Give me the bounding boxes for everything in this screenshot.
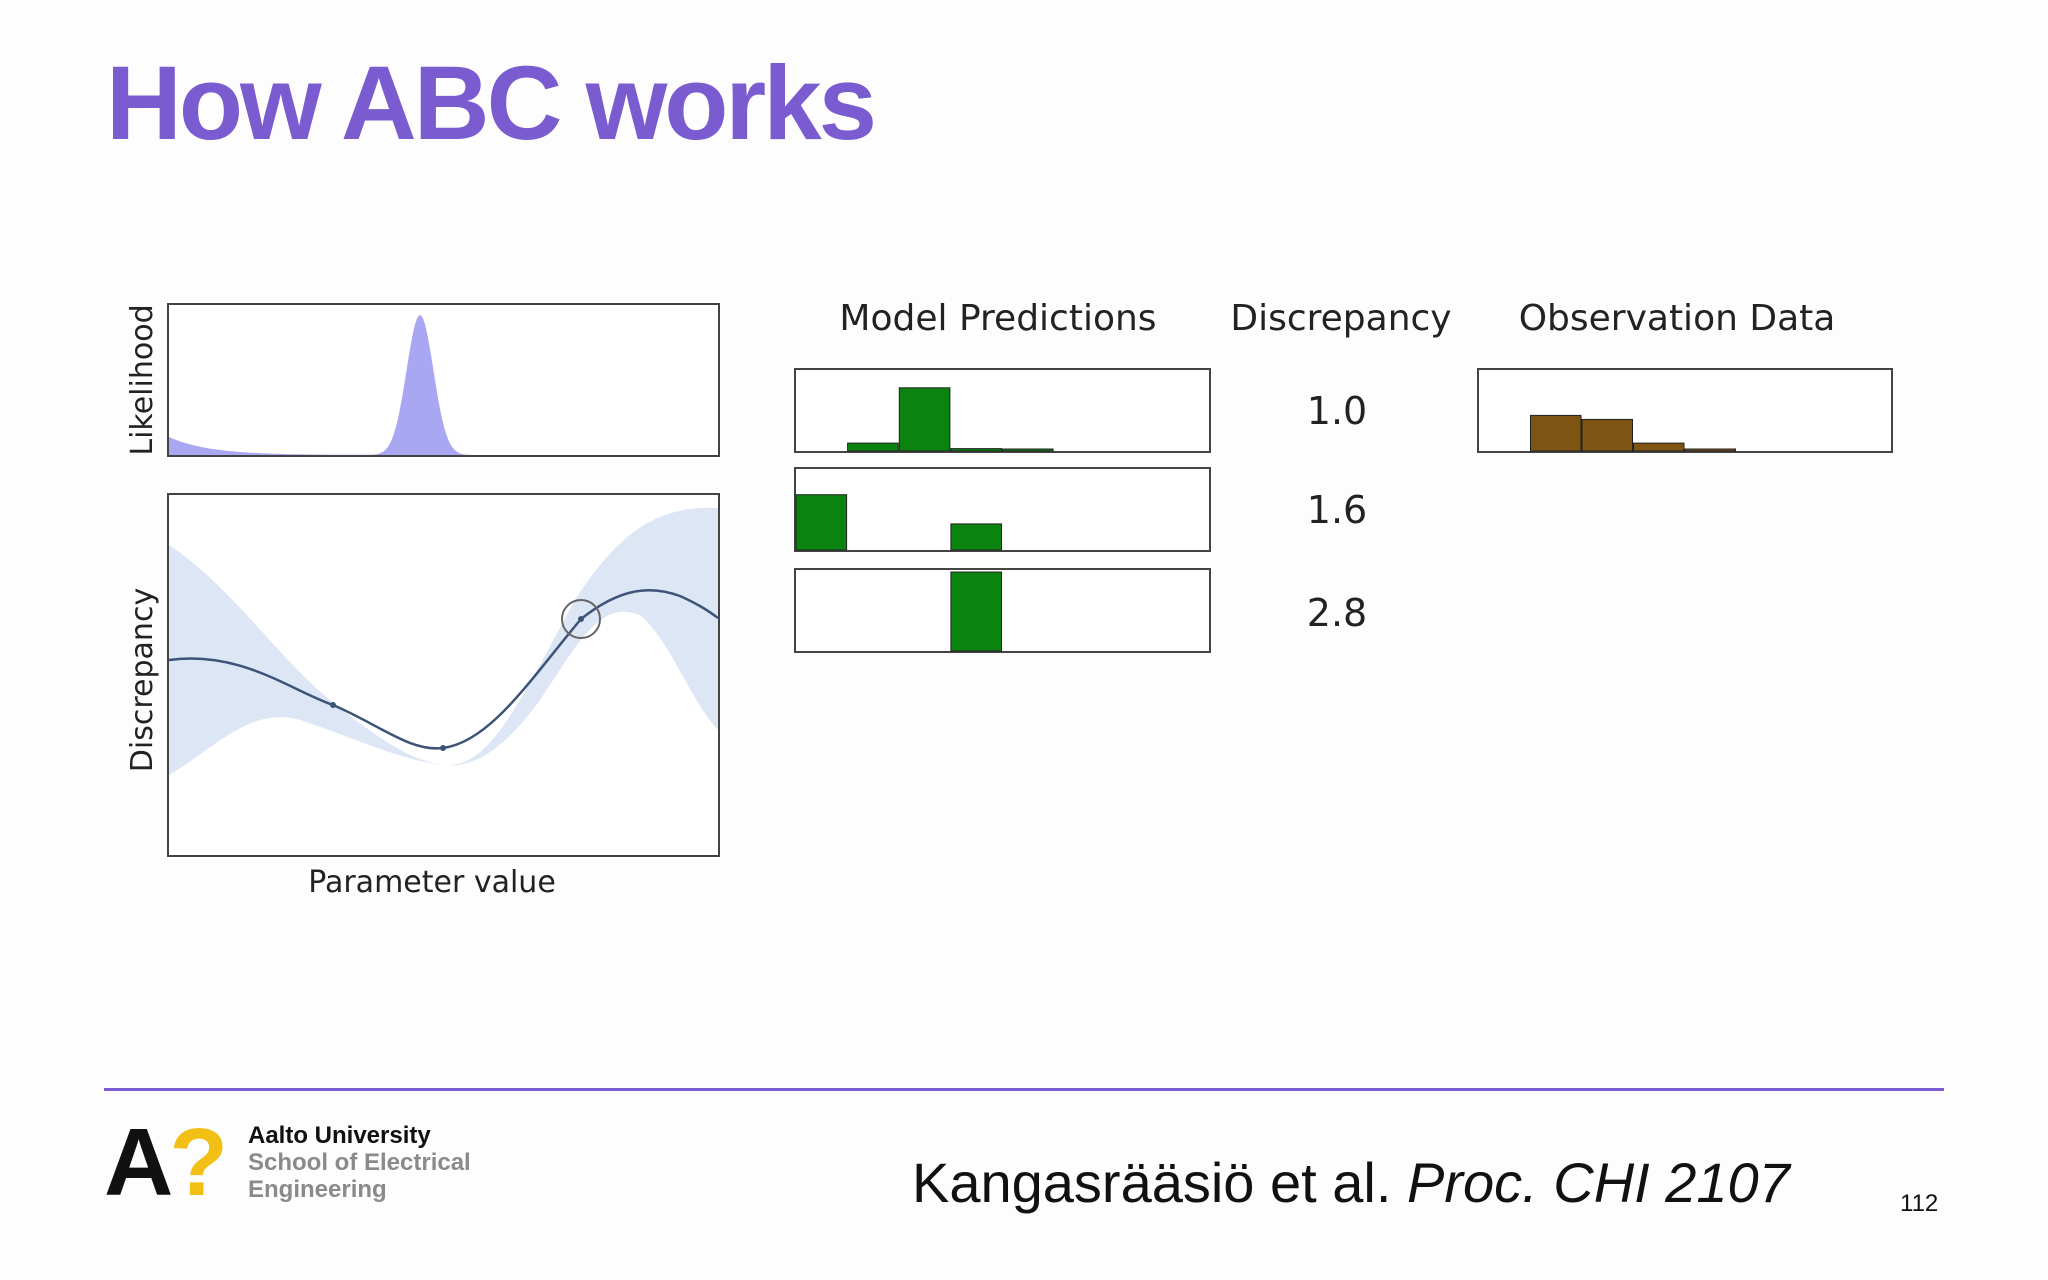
citation: Kangasrääsiö et al. Proc. CHI 2107 [912,1150,1790,1215]
histogram-bar [898,387,951,452]
university-name: Aalto University School of Electrical En… [248,1122,471,1203]
discrepancy-value: 1.0 [1307,389,1367,433]
aalto-logo: A? [104,1115,228,1211]
model-predictions-header: Model Predictions [839,298,1156,339]
histogram-bar [950,571,1003,652]
logo-question-mark: ? [169,1109,228,1216]
likelihood-label: Likelihood [125,304,160,455]
parameter-label: Parameter value [308,865,556,900]
sample-point [330,702,336,708]
prediction-box [794,568,1211,653]
uncertainty-band [169,507,718,775]
discrepancy-axis-label: Discrepancy [125,588,160,772]
discrepancy-curve [168,588,719,750]
university-line: Aalto University [248,1122,431,1149]
slide-title: How ABC works [106,45,877,162]
page-number: 112 [1900,1190,1939,1217]
logo-letter: A [104,1109,173,1216]
citation-authors: Kangasrääsiö et al. [912,1151,1407,1214]
prediction-box [794,467,1211,552]
histogram-bar [795,494,848,551]
histogram-bar [1002,448,1054,452]
citation-venue: Proc. CHI 2107 [1406,1151,1790,1214]
discrepancy-value: 1.6 [1307,488,1367,532]
discrepancy-header: Discrepancy [1230,298,1451,339]
histogram-bar [950,448,1003,452]
selected-point-marker [561,599,601,639]
observation-header: Observation Data [1519,298,1836,339]
histogram-bar [1633,442,1685,452]
school-line: Engineering [248,1176,387,1203]
prediction-histogram [950,571,1003,652]
histogram-bar [950,523,1003,551]
prediction-histogram [795,494,1003,551]
likelihood-curve [169,315,718,455]
histogram-bar [1530,414,1582,452]
school-line: School of Electrical [248,1149,471,1176]
prediction-box [794,368,1211,453]
footer-divider [104,1088,1944,1091]
prediction-histogram [847,387,1054,452]
sample-point [440,745,446,751]
histogram-bar [1581,418,1633,452]
sample-point [578,616,584,622]
observation-histogram [1530,414,1736,452]
discrepancy-value: 2.8 [1307,591,1367,635]
histogram-bar [847,442,899,452]
histogram-bar [1684,448,1736,452]
